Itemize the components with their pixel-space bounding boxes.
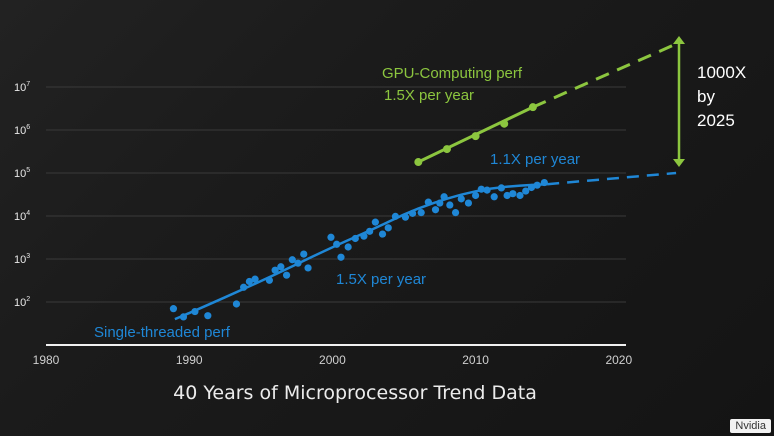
annotation-cpu-name: Single-threaded perf — [94, 324, 231, 341]
cpu-data-point — [401, 213, 410, 221]
y-tick-label: 107 — [14, 81, 30, 94]
gpu-projection-line — [532, 42, 677, 109]
annotation-gpu-name: GPU-Computing perf — [382, 65, 523, 82]
cpu-data-point — [232, 300, 241, 308]
cpu-data-point — [191, 307, 199, 316]
cpu-data-point — [477, 185, 485, 193]
cpu-data-point — [265, 276, 273, 284]
cpu-data-point — [431, 206, 440, 214]
cpu-data-point — [391, 212, 400, 220]
y-tick-label: 104 — [14, 210, 30, 223]
cpu-data-point — [490, 193, 498, 201]
cpu-data-point — [483, 186, 491, 194]
bracket-arrow-down — [673, 159, 685, 167]
cpu-data-point — [384, 224, 392, 232]
gpu-data-point — [471, 132, 480, 141]
cpu-data-point — [288, 256, 296, 264]
cpu-data-point — [282, 271, 291, 279]
cpu-data-point — [179, 313, 188, 321]
annotation-cpu-late: 1.1X per year — [490, 151, 580, 168]
cpu-data-point — [464, 199, 473, 207]
cpu-data-point — [251, 275, 259, 283]
gpu-data-point — [500, 119, 509, 128]
cpu-data-point — [516, 191, 524, 200]
credit-label: Nvidia — [730, 419, 771, 433]
cpu-data-point — [204, 312, 212, 320]
cpu-data-point — [436, 199, 444, 207]
cpu-data-point — [472, 191, 480, 200]
cpu-data-point — [533, 181, 541, 189]
bracket-note-line: 2025 — [697, 111, 735, 130]
cpu-data-point — [327, 233, 335, 241]
y-tick-label: 105 — [14, 167, 30, 180]
cpu-trend-line — [174, 182, 548, 321]
cpu-data-point — [378, 230, 387, 238]
cpu-data-point — [522, 187, 530, 195]
y-tick-label: 106 — [14, 124, 30, 137]
gpu-data-point — [414, 158, 423, 167]
gpu-data-point — [528, 103, 537, 112]
cpu-data-point — [277, 263, 285, 271]
cpu-data-point — [408, 209, 417, 217]
x-tick-label: 2020 — [605, 353, 632, 367]
bracket-note-line: 1000X — [697, 63, 746, 82]
cpu-data-point — [424, 198, 432, 206]
annotation-cpu-early: 1.5X per year — [336, 271, 426, 288]
cpu-data-point — [446, 201, 454, 209]
cpu-data-point — [540, 178, 548, 187]
x-tick-label: 2000 — [319, 353, 346, 367]
x-tick-label: 2010 — [462, 353, 489, 367]
chart-title: 40 Years of Microprocessor Trend Data — [173, 382, 537, 404]
cpu-data-point — [240, 283, 248, 291]
x-tick-label: 1990 — [176, 353, 203, 367]
cpu-data-point — [497, 184, 505, 192]
cpu-data-point — [503, 191, 511, 200]
cpu-data-point — [457, 195, 465, 203]
cpu-data-point — [440, 193, 448, 201]
cpu-data-point — [169, 305, 178, 313]
cpu-data-point — [451, 208, 460, 217]
cpu-data-point — [527, 183, 536, 192]
bracket-arrow-up — [673, 36, 685, 44]
cpu-data-point — [366, 227, 374, 235]
cpu-data-point — [344, 243, 352, 251]
cpu-data-point — [351, 234, 359, 243]
y-tick-label: 102 — [14, 296, 30, 309]
gpu-data-point — [442, 145, 451, 154]
cpu-projection-line — [547, 171, 677, 186]
cpu-data-point — [271, 266, 279, 274]
cpu-data-point — [245, 277, 253, 286]
cpu-data-point — [304, 264, 312, 272]
cpu-data-point — [333, 240, 341, 248]
bracket-note-line: by — [697, 87, 715, 106]
x-tick-label: 1980 — [33, 353, 60, 367]
cpu-data-point — [417, 208, 425, 217]
cpu-data-point — [371, 218, 379, 226]
y-tick-label: 103 — [14, 253, 30, 266]
cpu-data-point — [300, 250, 308, 258]
cpu-data-point — [337, 253, 345, 261]
cpu-data-point — [509, 190, 517, 198]
cpu-data-point — [294, 259, 302, 267]
annotation-gpu-rate: 1.5X per year — [384, 87, 474, 104]
cpu-data-point — [360, 232, 368, 240]
